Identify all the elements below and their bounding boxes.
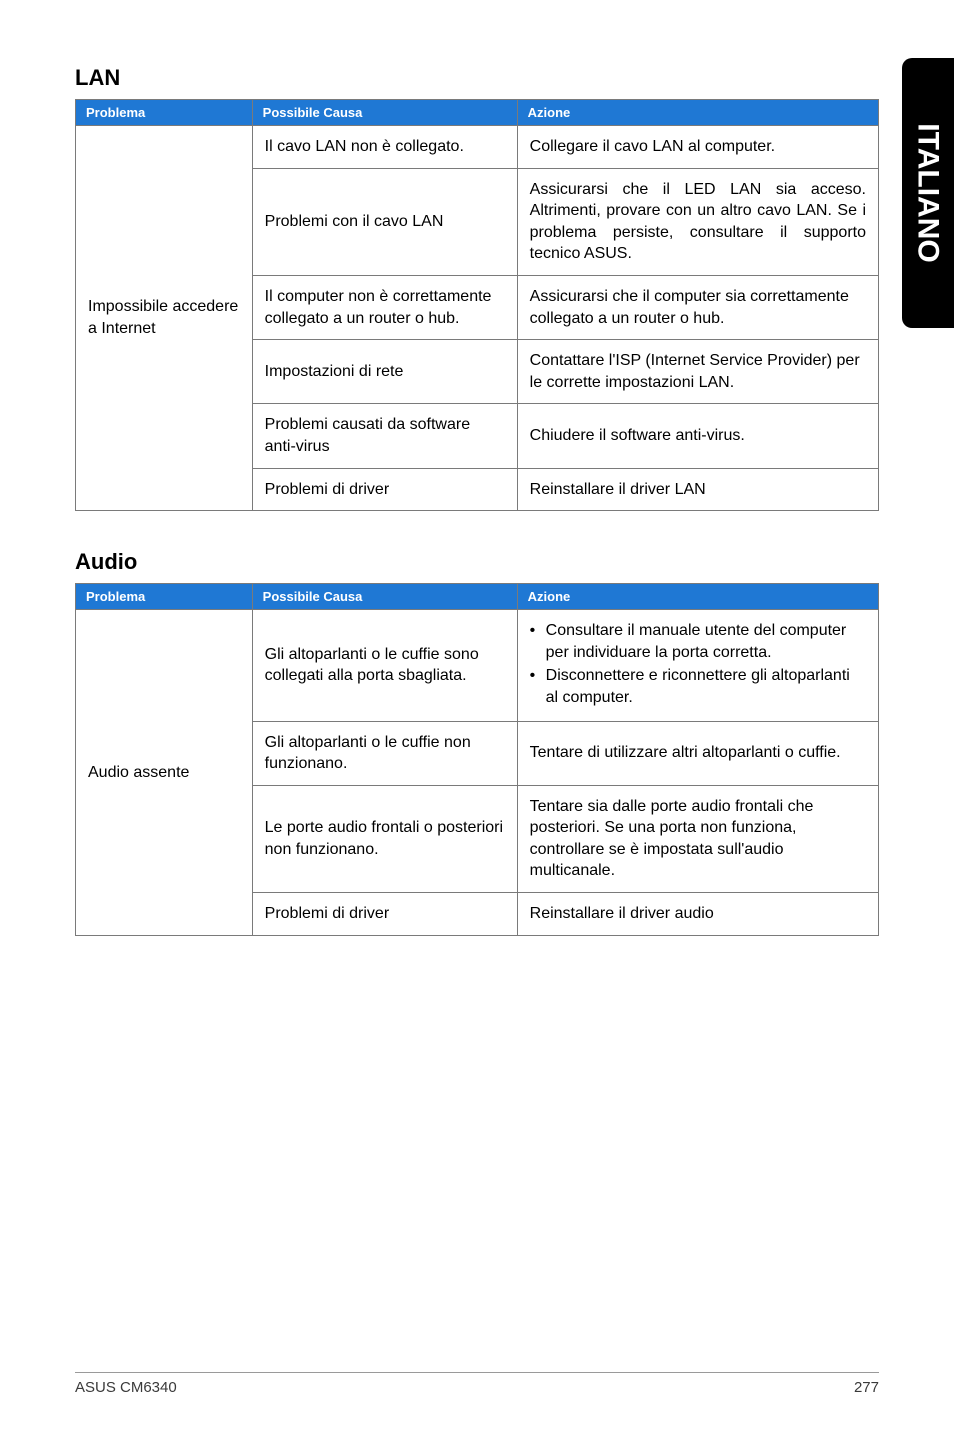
side-tab-label: ITALIANO [911, 123, 945, 262]
page-footer: ASUS CM6340 277 [75, 1372, 879, 1396]
audio-action: Reinstallare il driver audio [517, 893, 878, 936]
lan-problem: Impossibile accedere a Internet [76, 126, 253, 511]
bullet-item: Disconnettere e riconnettere gli altopar… [530, 665, 866, 708]
audio-table: Problema Possibile Causa Azione Audio as… [75, 583, 879, 936]
audio-cause: Problemi di driver [252, 893, 517, 936]
lan-action: Assicurarsi che il computer sia corretta… [517, 275, 878, 339]
col-problema: Problema [76, 100, 253, 126]
col-problema: Problema [76, 584, 253, 610]
audio-cause: Le porte audio frontali o posteriori non… [252, 785, 517, 892]
lan-cause: Impostazioni di rete [252, 340, 517, 404]
lan-action: Contattare l'ISP (Internet Service Provi… [517, 340, 878, 404]
col-azione: Azione [517, 584, 878, 610]
lan-cause: Problemi di driver [252, 468, 517, 511]
lan-action: Collegare il cavo LAN al computer. [517, 126, 878, 169]
audio-cause: Gli altoparlanti o le cuffie non funzion… [252, 721, 517, 785]
audio-cause: Gli altoparlanti o le cuffie sono colleg… [252, 610, 517, 721]
table-row: Audio assente Gli altoparlanti o le cuff… [76, 610, 879, 721]
col-causa: Possibile Causa [252, 100, 517, 126]
table-row: Impossibile accedere a Internet Il cavo … [76, 126, 879, 169]
lan-action: Reinstallare il driver LAN [517, 468, 878, 511]
page-content: LAN Problema Possibile Causa Azione Impo… [0, 0, 954, 936]
lan-cause: Problemi con il cavo LAN [252, 168, 517, 275]
table-header-row: Problema Possibile Causa Azione [76, 100, 879, 126]
col-azione: Azione [517, 100, 878, 126]
audio-action: Consultare il manuale utente del compute… [517, 610, 878, 721]
lan-action: Assicurarsi che il LED LAN sia acceso. A… [517, 168, 878, 275]
footer-right: 277 [854, 1379, 879, 1396]
audio-action: Tentare di utilizzare altri altoparlanti… [517, 721, 878, 785]
lan-title: LAN [75, 65, 879, 91]
lan-cause: Problemi causati da software anti-virus [252, 404, 517, 468]
lan-cause: Il computer non è correttamente collegat… [252, 275, 517, 339]
audio-title: Audio [75, 549, 879, 575]
audio-problem: Audio assente [76, 610, 253, 936]
audio-action: Tentare sia dalle porte audio frontali c… [517, 785, 878, 892]
lan-action: Chiudere il software anti-virus. [517, 404, 878, 468]
table-header-row: Problema Possibile Causa Azione [76, 584, 879, 610]
bullet-list: Consultare il manuale utente del compute… [530, 620, 866, 708]
lan-cause: Il cavo LAN non è collegato. [252, 126, 517, 169]
bullet-item: Consultare il manuale utente del compute… [530, 620, 866, 663]
footer-left: ASUS CM6340 [75, 1379, 177, 1396]
lan-table: Problema Possibile Causa Azione Impossib… [75, 99, 879, 511]
col-causa: Possibile Causa [252, 584, 517, 610]
side-tab: ITALIANO [902, 58, 954, 328]
